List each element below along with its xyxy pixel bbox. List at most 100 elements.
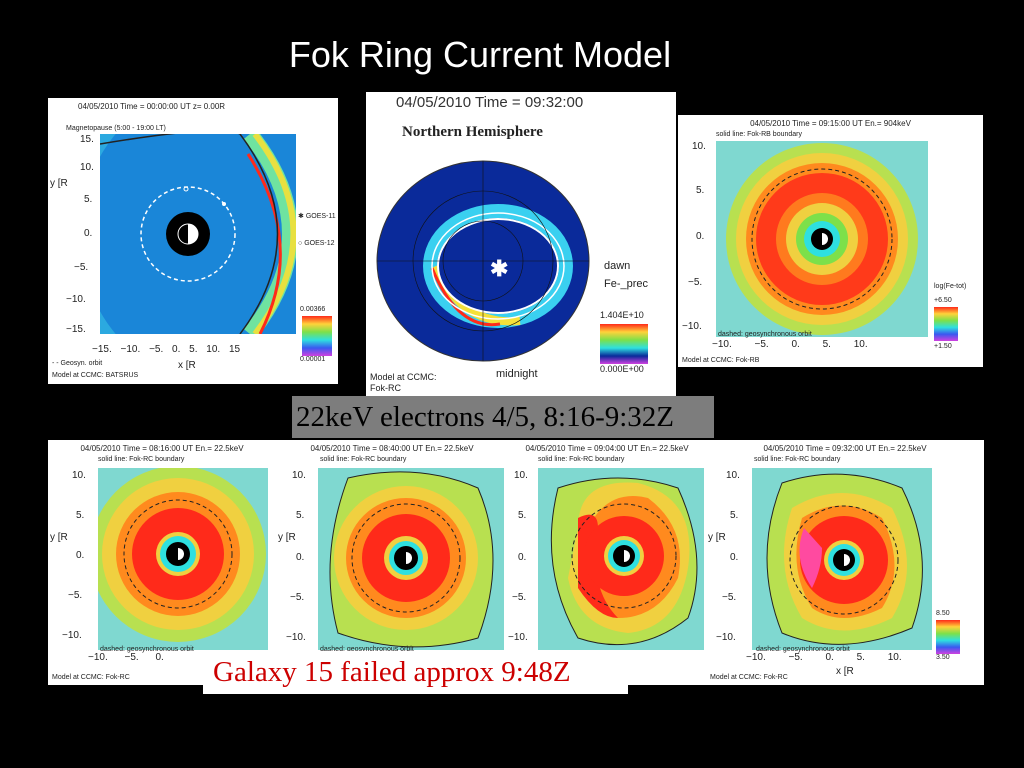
y-tick: 10.: [72, 470, 86, 481]
y-tick: −5.: [512, 592, 527, 603]
batsrus-colorbar: [302, 316, 332, 356]
bottom-header-4: 04/05/2010 Time = 09:32:00 UT En.= 22.5k…: [763, 444, 927, 453]
bottom-dashed-2: dashed: geosynchronous orbit: [320, 646, 414, 653]
north-colorbar: [600, 324, 648, 364]
bottom-colorbar: [936, 620, 960, 654]
bottom-dashed-4: dashed: geosynchronous orbit: [756, 646, 850, 653]
bottom-plot-1: [98, 468, 268, 650]
top-right-model: Model at CCMC: Fok-RB: [682, 357, 760, 364]
batsrus-header: 04/05/2010 Time = 00:00:00 UT z= 0.00R: [78, 102, 226, 111]
y-tick: −10.: [716, 632, 736, 643]
y-tick: −10.: [682, 321, 702, 332]
y-tick: 10.: [692, 141, 706, 152]
top-right-sub: solid line: Fok-RB boundary: [716, 131, 802, 138]
north-cb-min: 0.000E+00: [600, 364, 644, 374]
bottom-plot-4: [752, 468, 932, 650]
batsrus-ylabel: y [R: [50, 178, 68, 189]
bottom-dashed-1: dashed: geosynchronous orbit: [100, 646, 194, 653]
bottom-header-3: 04/05/2010 Time = 09:04:00 UT En.= 22.5k…: [525, 444, 689, 453]
bottom-panel-3: 04/05/2010 Time = 09:04:00 UT En.= 22.5k…: [508, 440, 706, 685]
y-tick: 0.: [76, 550, 85, 561]
dawn-label: dawn: [604, 260, 631, 272]
top-right-header: 04/05/2010 Time = 09:15:00 UT En.= 904ke…: [750, 119, 911, 128]
y-tick: 15.: [80, 134, 94, 145]
bottom-panel-1: 04/05/2010 Time = 08:16:00 UT En.= 22.5k…: [48, 440, 276, 685]
y-tick: 10.: [80, 162, 94, 173]
north-subtitle: Northern Hemisphere: [402, 124, 543, 140]
y-tick: 5.: [696, 185, 705, 196]
y-tick: −10.: [286, 632, 306, 643]
y-tick: −5.: [74, 262, 89, 273]
bottom-sub-4: solid line: Fok-RC boundary: [754, 456, 841, 463]
y-tick: −5.: [722, 592, 737, 603]
bottom-ylabel-1: y [R: [50, 532, 68, 543]
y-tick: −10.: [62, 630, 82, 641]
bottom-cb-min: 3.50: [936, 654, 950, 661]
y-tick: 10.: [726, 470, 740, 481]
north-model-2: Fok-RC: [370, 383, 401, 393]
y-tick: 5.: [84, 194, 93, 205]
var-label: Fe-_prec: [604, 278, 649, 290]
x-ticks: −10. −5. 0.: [88, 652, 164, 663]
top-right-cb-label: log(Fe-tot): [934, 283, 967, 290]
y-tick: 5.: [296, 510, 305, 521]
y-tick: 10.: [292, 470, 306, 481]
y-tick: −15.: [66, 324, 86, 335]
y-tick: 0.: [696, 231, 705, 242]
top-right-cb-min: +1.50: [934, 343, 952, 350]
bottom-plot-3: [538, 468, 704, 650]
x-ticks: −10. −5. 0. 5. 10.: [712, 339, 868, 350]
bottom-model-4: Model at CCMC: Fok-RC: [710, 674, 788, 681]
bottom-header-2: 04/05/2010 Time = 08:40:00 UT En.= 22.5k…: [310, 444, 474, 453]
north-model-1: Model at CCMC:: [370, 372, 437, 382]
north-plot: ✱: [376, 160, 590, 362]
batsrus-cb-min: 0.00001: [300, 356, 326, 363]
bottom-ylabel-2: y [R: [278, 532, 296, 543]
batsrus-panel: 04/05/2010 Time = 00:00:00 UT z= 0.00R M…: [48, 98, 338, 384]
slide-title: Fok Ring Current Model: [288, 34, 672, 75]
y-tick: −5.: [688, 277, 703, 288]
y-tick: 5.: [76, 510, 85, 521]
y-tick: 5.: [518, 510, 527, 521]
y-tick: −10.: [508, 632, 528, 643]
north-cb-max: 1.404E+10: [600, 310, 644, 320]
y-tick: 0.: [518, 552, 527, 563]
goes11-label: ✱ GOES-11: [298, 213, 336, 220]
batsrus-xlabel: x [R: [178, 360, 196, 371]
batsrus-cb-max: 0.00366: [300, 306, 326, 313]
north-panel: 04/05/2010 Time = 09:32:00 Northern Hemi…: [366, 92, 676, 396]
y-tick: −5.: [68, 590, 83, 601]
svg-text:✱: ✱: [490, 256, 508, 281]
batsrus-model-note: Model at CCMC: BATSRUS: [52, 372, 139, 379]
bottom-plot-2: [318, 468, 504, 650]
bottom-panel-2: 04/05/2010 Time = 08:40:00 UT En.= 22.5k…: [276, 440, 508, 685]
top-right-colorbar: [934, 307, 958, 341]
bottom-sub-3: solid line: Fok-RC boundary: [538, 456, 625, 463]
bottom-panel-4: 04/05/2010 Time = 09:32:00 UT En.= 22.5k…: [706, 440, 984, 685]
top-right-panel: 04/05/2010 Time = 09:15:00 UT En.= 904ke…: [678, 115, 983, 367]
bottom-sub-1: solid line: Fok-RC boundary: [98, 456, 185, 463]
bottom-xlabel-4: x [R: [836, 666, 854, 677]
top-right-cb-max: +6.50: [934, 297, 952, 304]
y-tick: 0.: [84, 228, 93, 239]
bottom-sub-2: solid line: Fok-RC boundary: [320, 456, 407, 463]
y-tick: 5.: [730, 510, 739, 521]
bottom-ylabel-4: y [R: [708, 532, 726, 543]
y-tick: 0.: [296, 552, 305, 563]
orbit-note: - - Geosyn. orbit: [52, 360, 103, 367]
bottom-model-1: Model at CCMC: Fok-RC: [52, 674, 130, 681]
bottom-cb-max: 8.50: [936, 610, 950, 617]
y-tick: −5.: [290, 592, 305, 603]
top-right-plot: [716, 141, 928, 337]
midnight-label: midnight: [496, 368, 538, 380]
y-tick: 0.: [730, 552, 739, 563]
y-tick: −10.: [66, 294, 86, 305]
north-header: 04/05/2010 Time = 09:32:00: [396, 94, 584, 111]
caption-top: 22keV electrons 4/5, 8:16-9:32Z: [292, 396, 714, 438]
caption-bottom: Galaxy 15 failed approx 9:48Z: [203, 651, 628, 694]
y-tick: 10.: [514, 470, 528, 481]
top-right-dashed: dashed: geosynchronous orbit: [718, 331, 812, 338]
bottom-header-1: 04/05/2010 Time = 08:16:00 UT En.= 22.5k…: [80, 444, 244, 453]
goes12-label: ○ GOES-12: [298, 240, 335, 247]
x-ticks: −10. −5. 0. 5. 10.: [746, 652, 902, 663]
